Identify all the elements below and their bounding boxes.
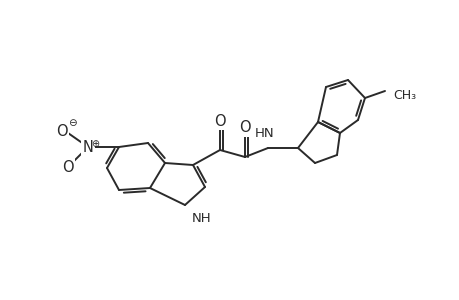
- Text: O: O: [56, 124, 67, 139]
- Text: O: O: [214, 113, 225, 128]
- Text: ⊖: ⊖: [67, 118, 76, 128]
- Text: CH₃: CH₃: [392, 88, 415, 101]
- Text: NH: NH: [191, 212, 211, 225]
- Text: ⊕: ⊕: [91, 139, 99, 149]
- Text: O: O: [62, 160, 73, 175]
- Text: O: O: [239, 121, 250, 136]
- Text: N: N: [82, 140, 93, 154]
- Text: HN: HN: [255, 127, 274, 140]
